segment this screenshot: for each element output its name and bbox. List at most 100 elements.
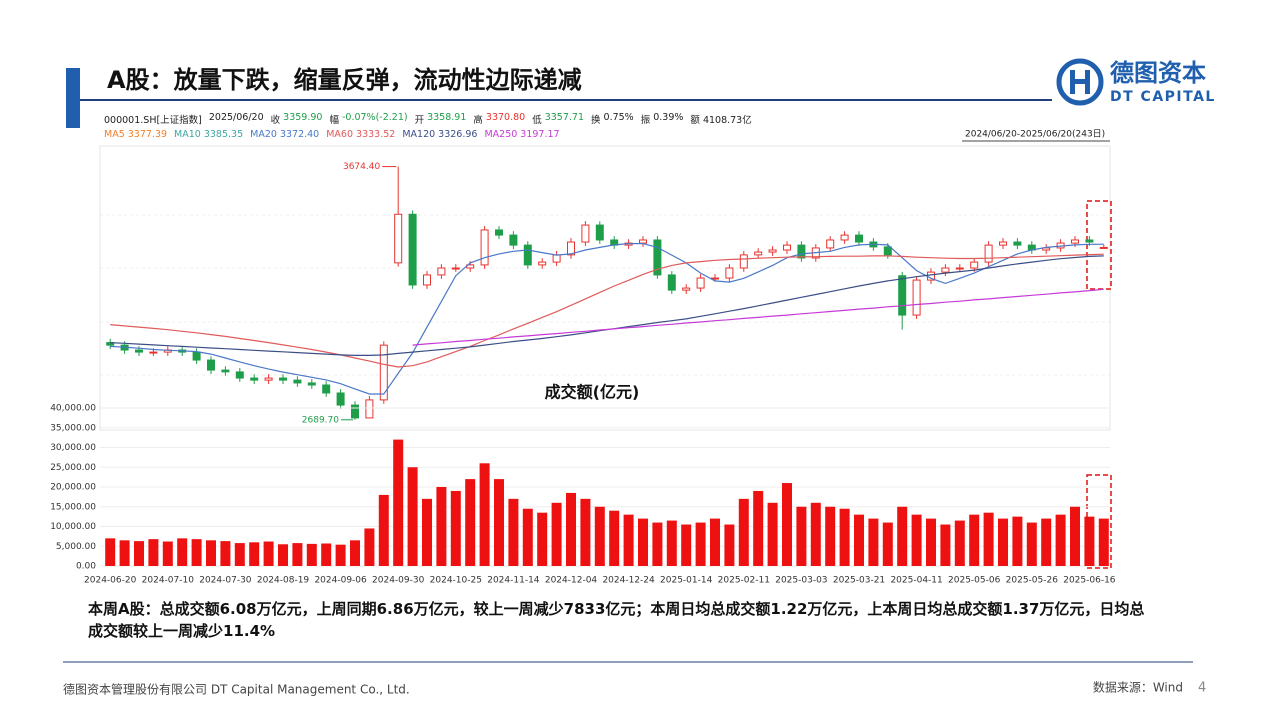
volume-bar [681, 524, 692, 566]
volume-bar [407, 467, 418, 566]
x-tick-label: 2025-02-11 [718, 576, 770, 586]
volume-bar [767, 502, 778, 566]
candle-body [394, 213, 403, 264]
ma-line [412, 288, 1104, 346]
volume-bar [105, 538, 116, 566]
x-tick-label: 2024-08-19 [257, 576, 310, 586]
candle-body [883, 246, 892, 256]
candle-body [999, 241, 1007, 246]
x-tick-label: 2025-03-03 [775, 576, 827, 586]
volume-bar [191, 539, 202, 566]
legend-item: MA250 3197.17 [484, 129, 559, 140]
quote-value: 4108.73亿 [702, 115, 752, 126]
quote-value: 3357.71 [544, 112, 585, 123]
legend-name: MA10 [174, 129, 201, 140]
candle-body [667, 274, 676, 291]
x-tick-label: 2025-03-21 [833, 576, 885, 586]
legend-value: 3377.39 [127, 129, 168, 140]
quote-item: 收 3359.90 [271, 112, 323, 126]
y-tick-label: 10,000.00 [50, 522, 96, 532]
candle-body [538, 261, 547, 266]
candle-body [423, 274, 431, 286]
x-tick-label: 2024-12-24 [602, 576, 655, 586]
candle-body [264, 377, 273, 381]
candle-body [639, 239, 647, 244]
volume-bar [162, 541, 173, 566]
volume-bar [537, 512, 548, 566]
candle-body [552, 254, 561, 263]
logo: 德图资本 DT CAPITAL [1056, 58, 1214, 106]
summary: 本周A股：总成交额6.08万亿元，上周同期6.86万亿元，较上一周减少7833亿… [88, 600, 1145, 640]
candle-body [149, 351, 158, 354]
candle-body [250, 377, 259, 381]
quote-item: 幅 -0.07%(-2.21) [329, 112, 407, 126]
legend-value: 3326.96 [438, 129, 478, 140]
candle-body [754, 251, 763, 256]
ma-line [110, 243, 1104, 395]
volume-bar [378, 494, 389, 566]
quote-label: 低 [532, 115, 542, 126]
x-tick-label: 2024-07-30 [199, 576, 252, 586]
page-number: 4 [1198, 681, 1206, 696]
candle-body [336, 392, 345, 406]
candle-body [293, 379, 302, 384]
volume-bar [623, 514, 634, 566]
footer-source: 数据来源：Wind [1093, 680, 1183, 695]
candle-body [653, 239, 662, 276]
price-frame [99, 145, 1111, 431]
x-tick-label: 2024-11-14 [487, 576, 540, 586]
volume-bar [868, 518, 879, 566]
x-tick-label: 2024-07-10 [142, 576, 195, 586]
quote-value: 3358.91 [427, 112, 467, 123]
legend-item: MA20 3372.40 [250, 129, 319, 140]
candle-body [941, 267, 950, 273]
quote-value: 0.75% [603, 112, 634, 123]
volume-bar [1041, 518, 1052, 566]
quote-label: 振 [640, 115, 651, 126]
volume-bar [969, 514, 980, 566]
quote-item: 振 0.39% [641, 112, 684, 126]
candle-body [495, 229, 503, 236]
volume-title: 成交额(亿元) [545, 383, 640, 402]
volume-bar [1070, 506, 1080, 566]
y-tick-label: 20,000.00 [50, 483, 96, 493]
candle-body [1071, 239, 1079, 244]
candle-body [351, 404, 359, 419]
volume-bar [306, 543, 317, 566]
volume-bar [450, 490, 461, 566]
candle-body [135, 349, 143, 353]
candle-body [365, 399, 374, 419]
legend-name: MA120 [402, 129, 436, 140]
volume-bar [119, 540, 130, 566]
volume-bar [522, 508, 533, 566]
volume-bar [1012, 516, 1023, 566]
volume-bar [148, 539, 159, 566]
volume-bar [738, 498, 749, 566]
y-tick-label: 5,000.00 [56, 542, 96, 552]
candle-body [379, 344, 388, 401]
x-tick-label: 2024-09-30 [372, 576, 425, 586]
title-bar [66, 68, 80, 128]
candle-body [1013, 241, 1022, 246]
volume-bar [652, 522, 663, 566]
quote-label: 换 [591, 115, 601, 126]
legend-name: MA60 [326, 129, 354, 140]
volume-bar [897, 506, 908, 566]
volume-bar [249, 542, 260, 566]
highlight-box [1086, 200, 1112, 290]
volume-bar [364, 528, 375, 566]
candle-body [480, 229, 489, 266]
quote-label: 额 [690, 115, 700, 126]
candle-body [581, 224, 590, 243]
x-tick-label: 2025-04-11 [890, 576, 942, 586]
candle-body [682, 287, 691, 291]
volume-bar [954, 520, 965, 566]
volume-bar [911, 514, 922, 566]
volume-bar [1026, 522, 1037, 566]
volume-bar [220, 541, 231, 566]
legend-item: MA120 3326.96 [402, 129, 477, 140]
footer-company: 德图资本管理股份有限公司 DT Capital Management Co., … [63, 682, 410, 697]
volume-bar [710, 518, 720, 566]
